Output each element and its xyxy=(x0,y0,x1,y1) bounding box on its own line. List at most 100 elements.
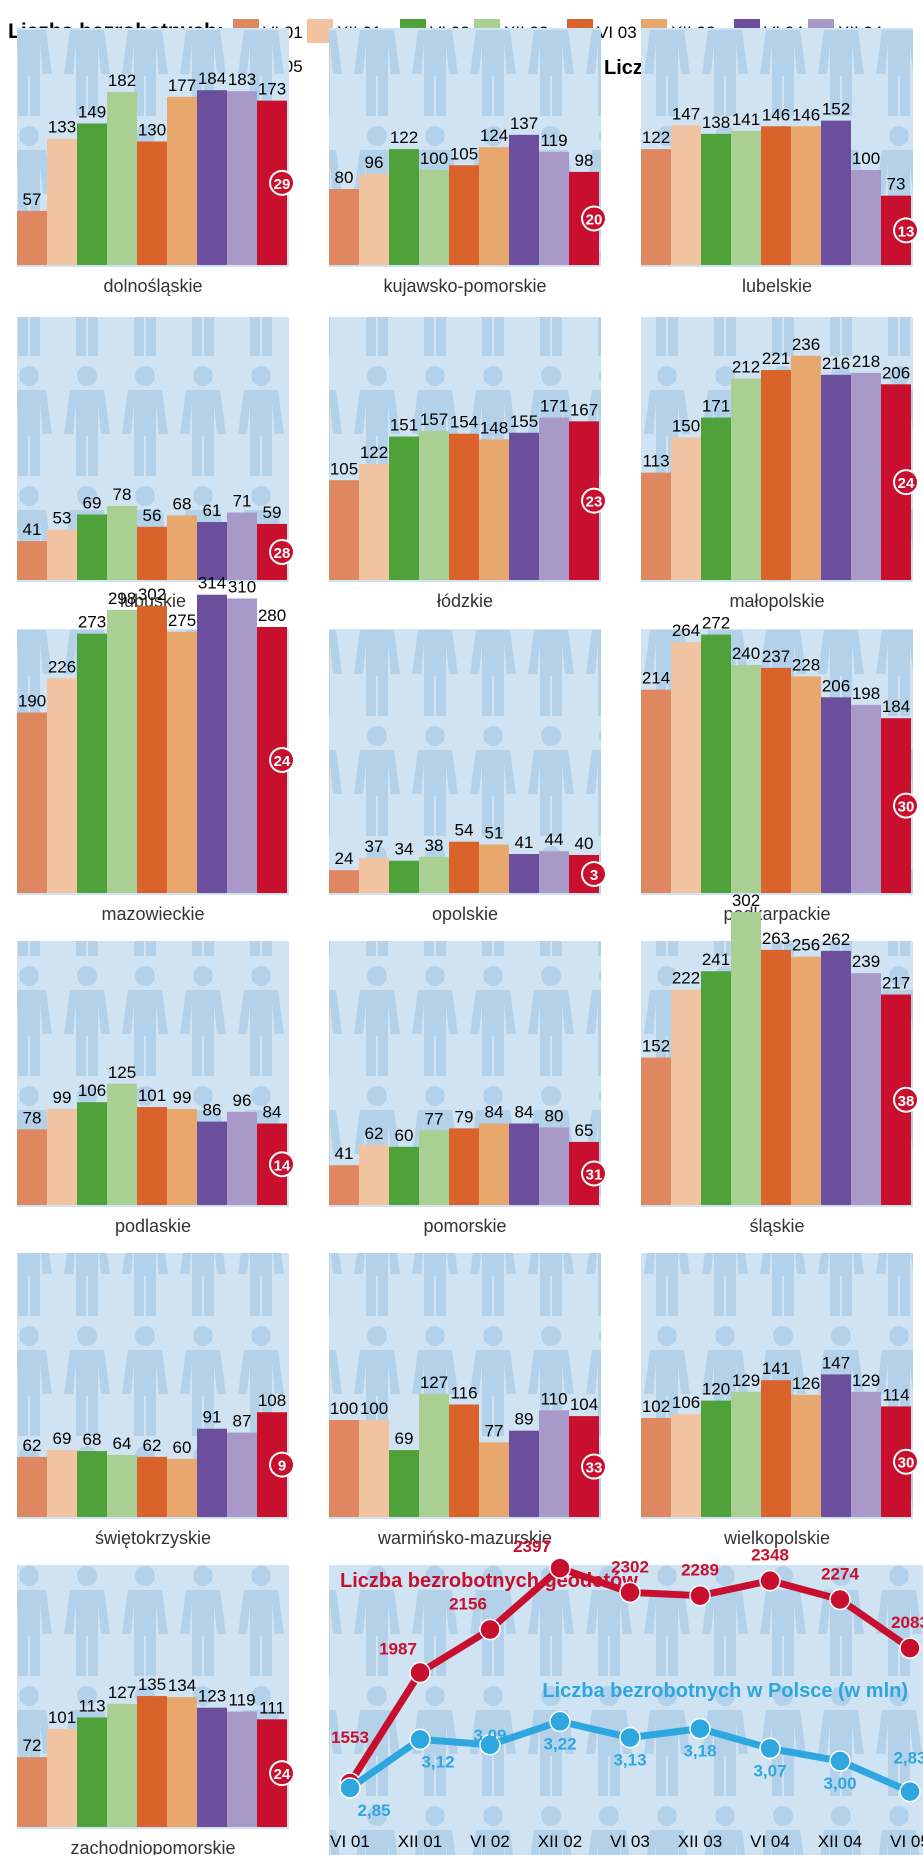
bar-value-label: 96 xyxy=(233,1091,252,1110)
polska-value-label: 3,09 xyxy=(473,1726,506,1745)
bar xyxy=(539,151,569,265)
bar-value-label: 59 xyxy=(263,503,282,522)
bar-value-label: 98 xyxy=(575,151,594,170)
bar xyxy=(137,141,167,265)
geodeci-point xyxy=(619,1581,641,1604)
bar-value-label: 99 xyxy=(53,1088,72,1107)
bar-value-label: 108 xyxy=(258,1391,286,1410)
bar-value-label: 84 xyxy=(263,1103,282,1122)
offers-value: 31 xyxy=(586,1166,603,1183)
bar-value-label: 40 xyxy=(575,834,594,853)
offers-badge-fill xyxy=(583,863,605,885)
bar-value-label: 148 xyxy=(480,418,508,437)
offers-badge-fill xyxy=(583,1162,605,1185)
bar xyxy=(509,134,539,265)
bar xyxy=(359,173,389,265)
offers-badge-fill xyxy=(583,207,605,230)
offers-badge-fill xyxy=(895,219,917,242)
bar xyxy=(47,1729,77,1827)
bar xyxy=(17,1757,47,1827)
bar-value-label: 155 xyxy=(510,412,538,431)
bar-value-label: 38 xyxy=(425,836,444,855)
bar xyxy=(509,1430,539,1517)
region-name: lubuskie xyxy=(120,591,186,611)
x-tick-label: XII 04 xyxy=(818,1832,862,1851)
bar xyxy=(641,1057,671,1205)
region-baseline xyxy=(329,1517,601,1519)
bar xyxy=(77,123,107,265)
bar-value-label: 212 xyxy=(732,358,760,377)
bar-value-label: 119 xyxy=(228,1691,255,1710)
bar xyxy=(389,1146,419,1205)
bar-value-label: 152 xyxy=(642,1037,670,1056)
offers-value: 30 xyxy=(898,799,915,816)
offers-value: 33 xyxy=(586,1460,603,1477)
bar xyxy=(419,430,449,580)
bar xyxy=(47,1450,77,1517)
bar-value-label: 171 xyxy=(702,397,730,416)
bar-value-label: 80 xyxy=(545,1106,564,1125)
offers-value: 29 xyxy=(274,176,291,193)
bar xyxy=(671,125,701,265)
bar xyxy=(761,949,791,1205)
bar xyxy=(449,1404,479,1517)
polska-point xyxy=(829,1750,851,1772)
bar xyxy=(167,96,197,265)
bar-value-label: 137 xyxy=(510,114,538,133)
bar xyxy=(17,1129,47,1205)
offers-badge-fill xyxy=(895,1450,917,1473)
bar-value-label: 226 xyxy=(48,657,76,676)
bar xyxy=(479,147,509,265)
bar xyxy=(197,1707,227,1827)
offers-badge-fill xyxy=(271,540,293,563)
bar-value-label: 236 xyxy=(792,335,820,354)
bar-value-label: 218 xyxy=(852,352,880,371)
bar-value-label: 73 xyxy=(887,175,906,194)
bar-value-label: 41 xyxy=(23,520,42,539)
bar-value-label: 104 xyxy=(570,1395,598,1414)
bar-value-label: 184 xyxy=(882,697,910,716)
bar-value-label: 106 xyxy=(672,1393,700,1412)
bar-value-label: 256 xyxy=(792,936,820,955)
bar-value-label: 239 xyxy=(852,952,880,971)
region-baseline xyxy=(17,1827,289,1829)
bar-value-label: 124 xyxy=(480,126,508,145)
bar xyxy=(227,1111,257,1205)
bar xyxy=(641,472,671,580)
bar xyxy=(167,1108,197,1205)
bar-value-label: 62 xyxy=(23,1436,42,1455)
bar-value-label: 80 xyxy=(335,168,354,187)
bar xyxy=(197,522,227,580)
region-name: dolnośląskie xyxy=(103,276,202,296)
bar xyxy=(47,529,77,580)
line-chart-background xyxy=(329,1565,923,1855)
bar-value-label: 302 xyxy=(138,585,166,604)
region-baseline xyxy=(17,265,289,267)
bar xyxy=(821,1374,851,1517)
bar-value-label: 96 xyxy=(365,153,384,172)
offers-badge-fill xyxy=(271,171,293,194)
bar-value-label: 101 xyxy=(48,1708,76,1727)
geodeci-point xyxy=(479,1618,501,1641)
offers-value: 28 xyxy=(274,545,291,562)
bar xyxy=(449,165,479,265)
bar xyxy=(821,120,851,265)
geodeci-value-label: 2289 xyxy=(681,1561,719,1580)
region-name: kujawsko-pomorskie xyxy=(383,276,546,296)
bar-value-label: 206 xyxy=(822,676,850,695)
bar-value-label: 113 xyxy=(78,1696,105,1715)
polska-point xyxy=(899,1780,921,1803)
bar xyxy=(107,1083,137,1205)
polska-point xyxy=(409,1728,431,1751)
bar-value-label: 152 xyxy=(822,100,850,119)
x-tick-label: VI 01 xyxy=(330,1832,370,1851)
bar xyxy=(137,1696,167,1827)
bar xyxy=(641,149,671,265)
offers-badge-fill xyxy=(895,471,917,494)
region-name: opolskie xyxy=(432,904,498,924)
bar xyxy=(197,1428,227,1517)
bar-value-label: 100 xyxy=(360,1399,388,1418)
